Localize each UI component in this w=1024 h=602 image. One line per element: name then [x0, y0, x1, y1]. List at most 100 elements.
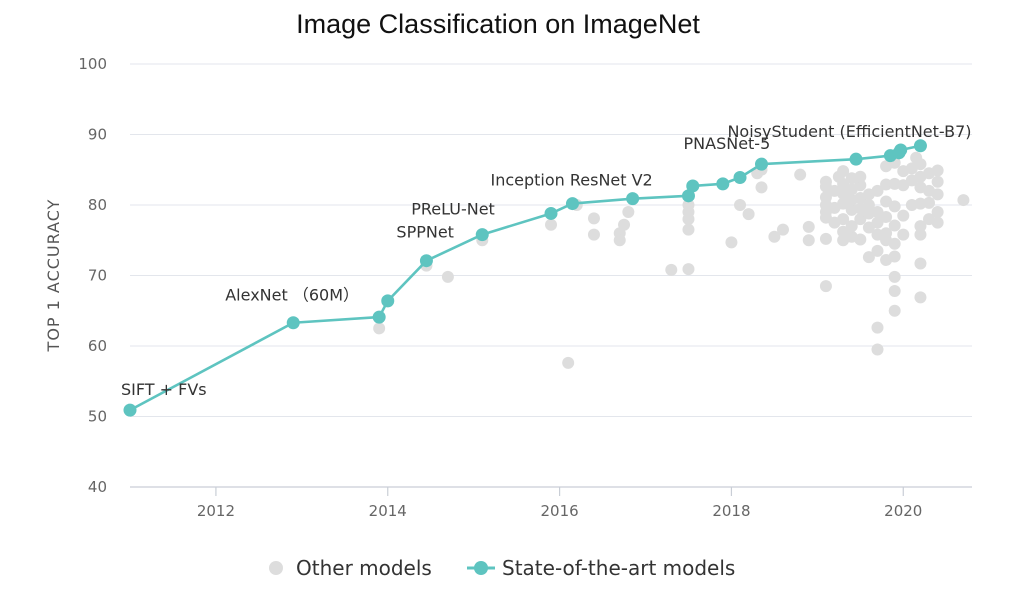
- y-tick-label: 100: [78, 55, 107, 73]
- other-model-point: [854, 179, 867, 192]
- other-model-point: [880, 178, 893, 191]
- other-model-point: [802, 234, 815, 247]
- x-tick-label: 2020: [884, 502, 922, 520]
- other-model-point: [819, 175, 832, 188]
- sota-model-point: [686, 179, 700, 193]
- other-model-point: [897, 209, 910, 222]
- other-model-point: [802, 220, 815, 233]
- other-model-point: [854, 233, 867, 246]
- other-model-point: [931, 188, 944, 201]
- other-model-point: [819, 232, 832, 245]
- other-model-point: [794, 168, 807, 181]
- other-model-point: [618, 218, 631, 231]
- other-model-point: [914, 197, 927, 210]
- sota-model-point: [849, 152, 863, 166]
- y-axis-label: TOP 1 ACCURACY: [44, 199, 63, 353]
- other-model-point: [888, 250, 901, 263]
- annotation-label: AlexNet （60M）: [225, 286, 359, 305]
- annotation-label: SPPNet: [396, 223, 454, 242]
- y-tick-label: 70: [88, 267, 107, 285]
- y-tick-label: 60: [88, 337, 107, 355]
- x-tick-label: 2014: [369, 502, 407, 520]
- other-model-point: [819, 280, 832, 293]
- grid-layer: [130, 63, 972, 488]
- other-model-point: [871, 244, 884, 257]
- other-model-point: [734, 199, 747, 211]
- other-model-point: [880, 210, 893, 223]
- sota-model-point: [716, 177, 730, 191]
- annotation-label: PReLU-Net: [411, 200, 495, 219]
- legend-other-marker: [269, 561, 283, 575]
- other-model-point: [888, 200, 901, 213]
- other-model-point: [776, 223, 789, 236]
- sota-model-point: [755, 157, 768, 171]
- x-tick-label: 2018: [712, 502, 750, 520]
- other-model-point: [622, 206, 635, 219]
- other-model-point: [845, 220, 858, 233]
- x-tick-label: 2016: [540, 502, 578, 520]
- sota-model-point: [419, 254, 433, 268]
- annotation-label: SIFT + FVs: [121, 380, 207, 399]
- x-tick-label: 2012: [197, 502, 235, 520]
- other-model-point: [888, 304, 901, 317]
- other-model-point: [587, 228, 600, 241]
- other-models-layer: [373, 151, 970, 369]
- other-model-point: [931, 206, 944, 219]
- y-tick-label: 80: [88, 196, 107, 214]
- other-model-point: [871, 216, 884, 229]
- sota-model-point: [913, 139, 927, 153]
- other-model-point: [682, 223, 695, 236]
- other-model-point: [931, 164, 944, 177]
- other-model-point: [914, 158, 927, 171]
- other-model-point: [682, 263, 695, 276]
- other-model-point: [862, 251, 875, 264]
- y-tick-label: 40: [88, 478, 107, 496]
- legend: Other models State-of-the-art models: [269, 556, 735, 580]
- other-model-point: [914, 291, 927, 304]
- other-model-point: [725, 236, 738, 249]
- other-model-point: [742, 208, 755, 221]
- sota-model-point: [381, 294, 395, 308]
- other-model-point: [871, 343, 884, 356]
- annotation-layer: SIFT + FVs AlexNet （60M） SPPNet PReLU-Net In…: [121, 122, 972, 399]
- y-tick-label: 90: [88, 126, 107, 144]
- other-model-point: [871, 184, 884, 197]
- sota-model-point: [626, 192, 640, 206]
- y-tick-label: 50: [88, 408, 107, 426]
- other-model-point: [665, 263, 678, 276]
- sota-model-point: [123, 403, 137, 417]
- sota-model-point: [372, 310, 386, 324]
- other-model-point: [931, 175, 944, 188]
- other-model-point: [854, 213, 867, 226]
- other-model-point: [837, 177, 850, 190]
- other-model-point: [888, 237, 901, 250]
- other-model-point: [880, 227, 893, 240]
- sota-model-point: [286, 316, 300, 330]
- other-model-point: [914, 257, 927, 270]
- other-model-point: [587, 212, 600, 225]
- other-model-point: [755, 181, 768, 194]
- legend-sota-marker: [474, 561, 488, 575]
- other-model-point: [914, 220, 927, 233]
- other-model-point: [613, 234, 626, 247]
- other-model-point: [914, 228, 927, 241]
- other-model-point: [897, 228, 910, 241]
- sota-model-point: [681, 189, 695, 203]
- other-model-point: [441, 270, 454, 283]
- other-model-point: [768, 230, 781, 243]
- sota-model-point: [733, 171, 747, 185]
- other-model-point: [837, 213, 850, 226]
- other-model-point: [957, 194, 970, 207]
- other-model-point: [923, 196, 936, 209]
- sota-model-point: [544, 206, 558, 220]
- sota-models-layer: [123, 139, 927, 417]
- other-model-point: [562, 356, 575, 369]
- sota-model-point: [894, 143, 908, 157]
- other-model-point: [819, 191, 832, 204]
- annotation-label: NoisyStudent (EfficientNet-B7): [727, 122, 971, 141]
- other-model-point: [837, 165, 850, 178]
- other-model-point: [682, 199, 695, 211]
- axis-layer: 40 50 60 70 80 90 100 2012 2014 2016 2018 2020: [78, 55, 922, 520]
- sota-model-point: [565, 197, 579, 211]
